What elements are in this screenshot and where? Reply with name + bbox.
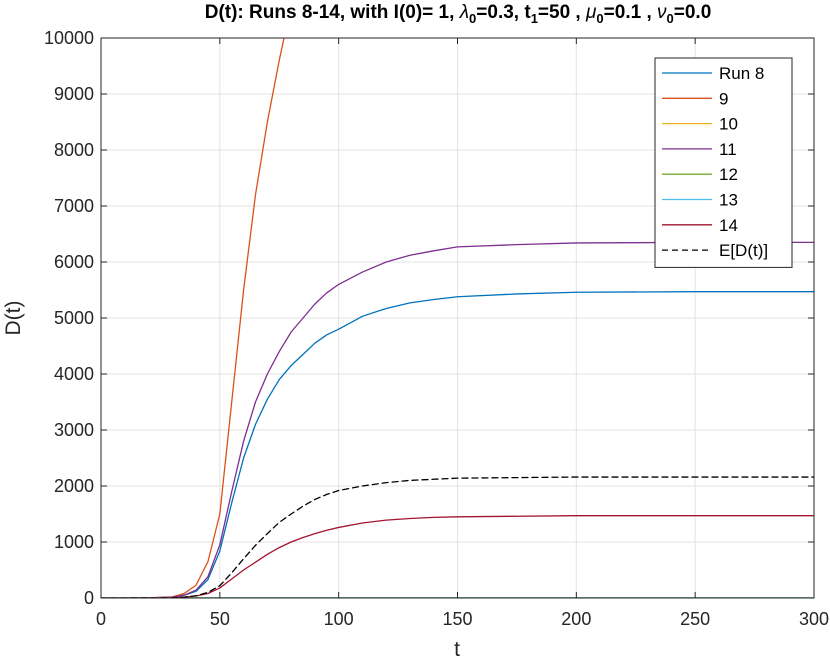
- title-nu-sub: 0: [667, 11, 674, 26]
- y-tick-label: 2000: [54, 476, 94, 496]
- y-tick-label: 9000: [54, 84, 94, 104]
- series-line-6: [101, 515, 814, 598]
- legend-label: 13: [719, 191, 738, 210]
- title-nu: ν: [657, 2, 667, 23]
- legend: Run 8 9 10 11 12 13 14 E[D(t)]: [654, 57, 793, 268]
- y-tick-label: 7000: [54, 196, 94, 216]
- title-t-sub: 1: [531, 11, 538, 26]
- title-t-val: =50 ,: [538, 2, 586, 23]
- x-tick-label: 300: [799, 609, 829, 629]
- y-axis-label: D(t): [2, 301, 25, 336]
- legend-label: 12: [719, 165, 738, 184]
- chart-title: D(t): Runs 8-14, with I(0)= 1, λ0=0.3, t…: [205, 2, 712, 26]
- legend-label: 14: [719, 216, 738, 235]
- axis-ticks: 0 50 100 150 200 250 3000100020003000400050006…: [44, 28, 829, 629]
- x-tick-label: 150: [442, 609, 472, 629]
- y-tick-label: 6000: [54, 252, 94, 272]
- series-line-3: [101, 241, 814, 598]
- legend-label: 10: [719, 115, 738, 134]
- x-tick-label: 250: [680, 609, 710, 629]
- series-line-7: [101, 476, 814, 598]
- x-tick-label: 100: [324, 609, 354, 629]
- legend-label: 11: [719, 140, 737, 159]
- legend-label: Run 8: [719, 64, 764, 83]
- title-lambda: λ: [459, 2, 469, 23]
- title-nu-val: =0.0: [674, 2, 712, 23]
- title-mu-sub: 0: [596, 11, 603, 26]
- legend-label: E[D(t)]: [719, 241, 768, 260]
- legend-box: [654, 57, 793, 268]
- x-axis-label: t: [454, 638, 460, 661]
- series-line-0: [101, 291, 814, 598]
- title-prefix: D(t): Runs 8-14, with I(0)= 1,: [205, 2, 460, 23]
- y-tick-label: 1000: [54, 532, 94, 552]
- legend-label: 9: [719, 89, 728, 108]
- title-lambda-sub: 0: [469, 11, 476, 26]
- title-mu-val: =0.1 ,: [604, 2, 657, 23]
- y-tick-label: 10000: [44, 28, 94, 48]
- y-tick-label: 0: [84, 588, 94, 608]
- title-lambda-val: =0.3, t: [476, 2, 531, 23]
- x-tick-label: 50: [210, 609, 230, 629]
- y-tick-label: 8000: [54, 140, 94, 160]
- x-tick-label: 0: [96, 609, 106, 629]
- title-mu: μ: [585, 2, 597, 23]
- y-tick-label: 3000: [54, 420, 94, 440]
- y-tick-label: 4000: [54, 364, 94, 384]
- x-tick-label: 200: [561, 609, 591, 629]
- y-tick-label: 5000: [54, 308, 94, 328]
